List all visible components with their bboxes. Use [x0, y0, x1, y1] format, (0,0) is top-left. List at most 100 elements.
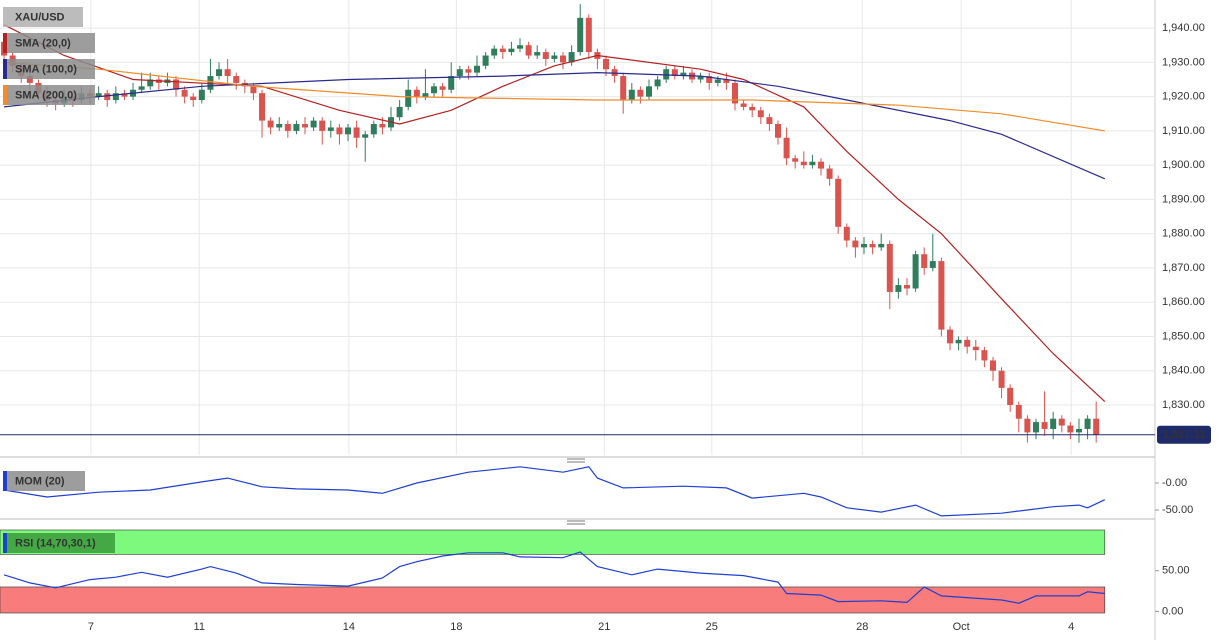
candle-body	[817, 161, 824, 169]
candle-body	[860, 243, 867, 248]
y-tick-label: 1,940.00	[1162, 22, 1205, 34]
candle-body	[1050, 418, 1057, 429]
candle-body	[181, 89, 188, 97]
x-tick-label: 11	[194, 621, 205, 633]
candle-body	[671, 69, 678, 77]
candle-body	[517, 45, 524, 49]
x-tick-label: 21	[598, 621, 610, 633]
candle-body	[474, 65, 481, 73]
candle-body	[112, 93, 119, 101]
candle-body	[1067, 425, 1074, 433]
candle-body	[439, 86, 446, 90]
candle-body	[938, 261, 945, 330]
x-tick-label: 7	[88, 621, 94, 633]
label-text: MOM (20)	[15, 475, 65, 487]
candle-body	[706, 76, 713, 83]
candle-body	[809, 161, 816, 166]
candle-body	[319, 120, 326, 131]
candle-body	[964, 339, 971, 347]
candle-body	[542, 52, 549, 59]
label-box	[3, 533, 115, 553]
candle-body	[431, 86, 438, 94]
candle-body	[972, 346, 979, 351]
candle-body	[302, 124, 309, 128]
y-tick-label: 1,880.00	[1162, 228, 1205, 240]
candle-body	[147, 79, 154, 87]
candle-body	[989, 360, 996, 371]
candle-body	[774, 124, 781, 138]
label-strip	[3, 33, 7, 53]
candle-body	[714, 79, 721, 83]
candle-body	[173, 79, 180, 90]
candle-body	[345, 127, 352, 135]
candle-body	[826, 168, 833, 179]
candle-body	[878, 243, 885, 248]
y-tick-label: 1,900.00	[1162, 159, 1205, 171]
line-series	[3, 24, 1106, 403]
candle-body	[233, 76, 240, 83]
candle-body	[284, 124, 291, 131]
candle-body	[465, 69, 472, 73]
candle-body	[293, 124, 300, 131]
y-tick-label: -50.00	[1162, 504, 1193, 516]
y-tick-label: 1,890.00	[1162, 193, 1205, 205]
label-strip	[3, 533, 7, 553]
candle-body	[1032, 422, 1039, 433]
oversold-band	[0, 586, 1106, 614]
candle-body	[895, 285, 902, 292]
candle-body	[568, 52, 575, 63]
x-tick-label: 18	[450, 621, 462, 633]
y-tick-label: 1,860.00	[1162, 296, 1205, 308]
candle-body	[783, 137, 790, 159]
x-tick-label: 14	[343, 621, 355, 633]
candle-body	[198, 89, 205, 101]
label-box	[3, 33, 95, 53]
candle-body	[1075, 428, 1082, 433]
candle-body	[190, 96, 197, 101]
candle-body	[869, 243, 876, 248]
candle-body	[26, 76, 33, 83]
candle-body	[903, 285, 910, 289]
candle-body	[912, 254, 919, 289]
label-box	[3, 471, 85, 491]
candle-body	[946, 329, 953, 344]
candle-body	[491, 48, 498, 56]
label-strip	[3, 85, 7, 105]
candle-body	[413, 89, 420, 97]
candle-body	[224, 69, 231, 77]
candle-body	[637, 89, 644, 97]
candle-body	[499, 48, 506, 53]
candle-body	[843, 226, 850, 241]
label-strip	[3, 59, 7, 79]
candle-body	[121, 93, 128, 97]
candle-body	[766, 117, 773, 125]
candle-body	[929, 261, 936, 268]
x-tick-label: 25	[706, 621, 718, 633]
candle-body	[577, 17, 584, 53]
candle-body	[370, 124, 377, 135]
y-tick-label: 1,870.00	[1162, 262, 1205, 274]
candle-body	[362, 134, 369, 138]
overbought-band	[0, 529, 1106, 555]
candle-body	[1058, 418, 1065, 426]
candle-body	[852, 240, 859, 248]
x-tick-label: 28	[856, 621, 868, 633]
label-text: RSI (14,70,30,1)	[15, 537, 96, 549]
candle-body	[697, 76, 704, 80]
candle-body	[835, 178, 842, 227]
resize-grip[interactable]	[567, 520, 585, 525]
label-box	[3, 7, 83, 27]
candle-body	[138, 86, 145, 90]
resize-grip[interactable]	[567, 458, 585, 463]
label-text: SMA (20,0)	[15, 37, 71, 49]
candle-body	[448, 76, 455, 90]
y-tick-label: 1,840.00	[1162, 365, 1205, 377]
candle-body	[792, 158, 799, 162]
candle-body	[620, 76, 627, 101]
candle-body	[250, 86, 257, 94]
candle-body	[585, 17, 592, 53]
candle-body	[723, 79, 730, 83]
candle-body	[405, 89, 412, 107]
candle-body	[336, 127, 343, 135]
